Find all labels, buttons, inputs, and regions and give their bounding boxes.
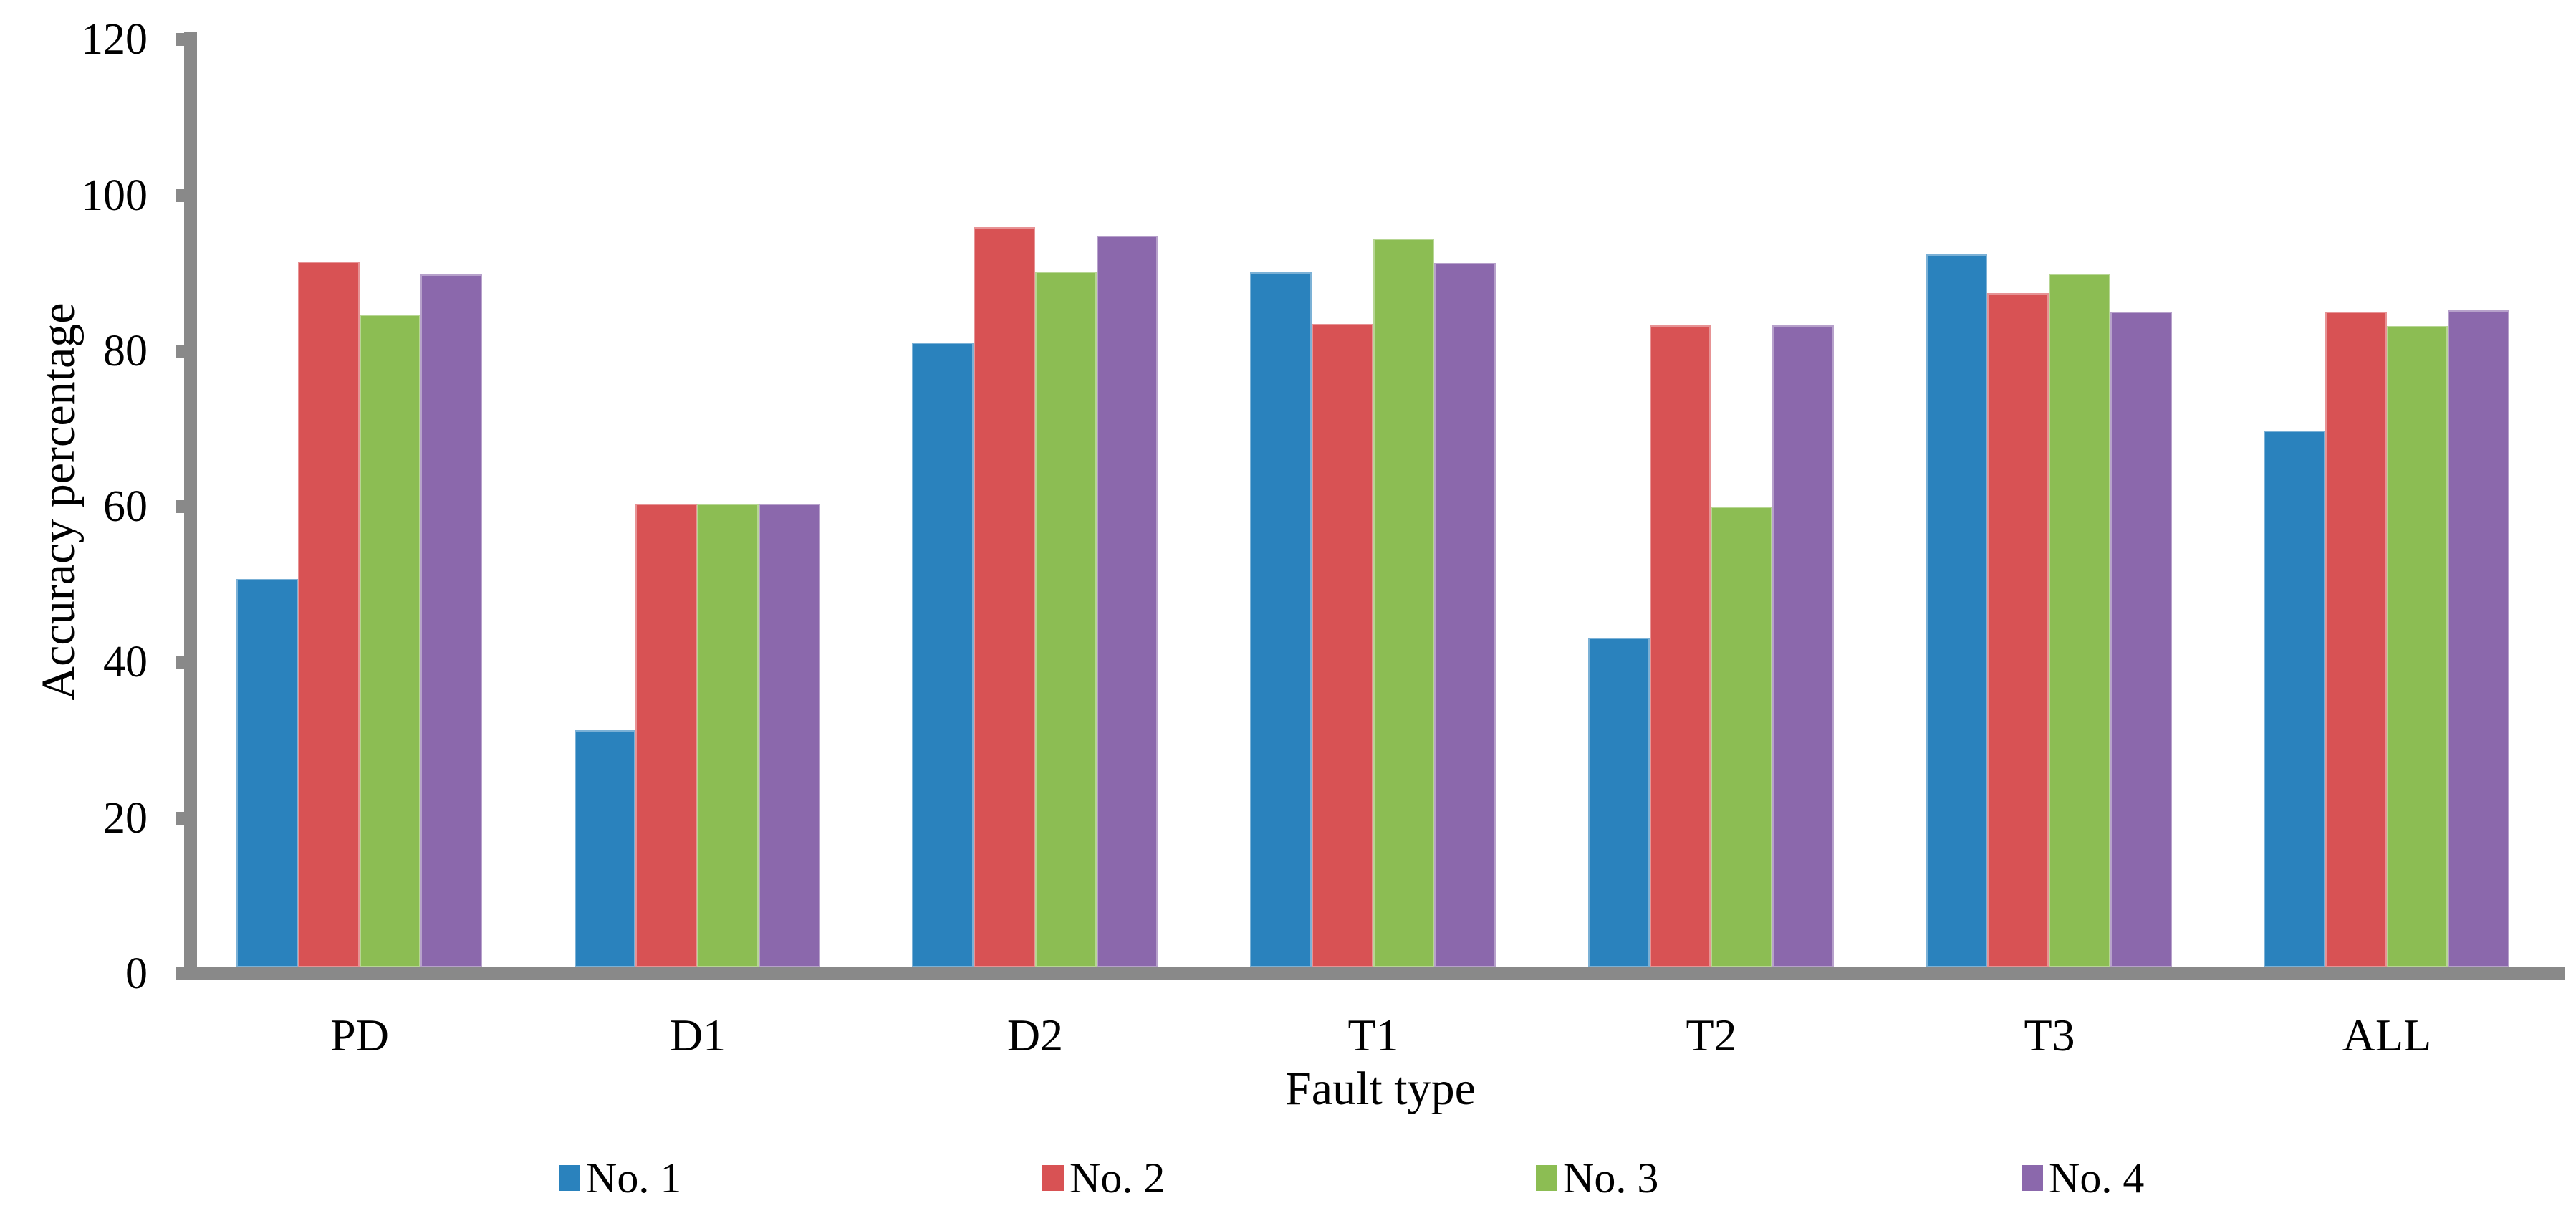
bar-T2-No-3 (1711, 507, 1772, 967)
x-axis-line (176, 967, 2565, 980)
legend-label: No. 4 (2049, 1154, 2145, 1202)
y-tick-label-60: 60 (103, 482, 148, 531)
bar-T1-No-3 (1373, 239, 1434, 967)
bar-T3-No-1 (1926, 254, 1987, 967)
legend-item-No-4: No. 4 (2022, 1154, 2145, 1202)
x-category-label-PD: PD (330, 1010, 389, 1060)
bar-ALL-No-4 (2448, 310, 2509, 967)
legend-label: No. 2 (1070, 1154, 1166, 1202)
y-tick-mark-40 (176, 656, 197, 669)
x-category-label-D2: D2 (1006, 1010, 1064, 1060)
y-tick-label-0: 0 (125, 949, 148, 998)
legend-item-No-3: No. 3 (1536, 1154, 1659, 1202)
legend-swatch-icon (1042, 1165, 1064, 1191)
y-tick-label-100: 100 (81, 171, 148, 220)
bar-ALL-No-3 (2387, 326, 2448, 967)
y-tick-label-40: 40 (103, 638, 148, 686)
bar-D2-No-3 (1035, 272, 1097, 967)
x-category-label-D1: D1 (669, 1010, 726, 1060)
legend-swatch-icon (559, 1165, 580, 1191)
bar-T2-No-2 (1650, 325, 1711, 967)
bar-T2-No-1 (1588, 638, 1650, 967)
y-tick-label-120: 120 (81, 15, 148, 64)
bar-T1-No-2 (1312, 324, 1373, 967)
bar-D1-No-1 (575, 730, 635, 967)
x-category-label-T2: T2 (1686, 1010, 1737, 1060)
x-category-label-ALL: ALL (2342, 1010, 2432, 1060)
legend-swatch-icon (2022, 1165, 2043, 1191)
bar-PD-No-3 (360, 315, 420, 967)
bar-ALL-No-1 (2264, 431, 2325, 967)
legend-label: No. 1 (586, 1154, 682, 1202)
bar-PD-No-4 (420, 274, 482, 967)
y-tick-mark-60 (176, 500, 197, 513)
bar-T1-No-1 (1250, 272, 1312, 967)
y-tick-label-80: 80 (103, 327, 148, 375)
bar-PD-No-2 (298, 262, 360, 967)
bar-D1-No-3 (697, 504, 759, 967)
legend-item-No-2: No. 2 (1042, 1154, 1166, 1202)
bar-T3-No-3 (2049, 274, 2110, 967)
bar-PD-No-1 (236, 579, 298, 967)
bar-T3-No-4 (2110, 312, 2172, 967)
y-tick-mark-80 (176, 345, 197, 358)
bar-T2-No-4 (1772, 325, 1834, 967)
bar-D2-No-4 (1097, 236, 1158, 967)
bar-D2-No-2 (974, 227, 1035, 967)
x-category-label-T1: T1 (1347, 1010, 1399, 1060)
y-tick-label-20: 20 (103, 794, 148, 843)
y-tick-mark-120 (176, 33, 197, 46)
legend-item-No-1: No. 1 (559, 1154, 682, 1202)
y-tick-mark-0 (176, 967, 197, 980)
legend-label: No. 3 (1563, 1154, 1659, 1202)
bar-D1-No-2 (635, 504, 697, 967)
bar-T1-No-4 (1434, 263, 1496, 967)
x-axis-title: Fault type (1285, 1063, 1476, 1115)
bar-T3-No-2 (1987, 293, 2049, 967)
legend-swatch-icon (1536, 1165, 1557, 1191)
bar-D2-No-1 (912, 343, 974, 967)
bar-ALL-No-2 (2325, 312, 2387, 967)
y-tick-mark-20 (176, 812, 197, 825)
y-tick-mark-100 (176, 189, 197, 202)
x-category-label-T3: T3 (2024, 1010, 2075, 1060)
bar-D1-No-4 (759, 504, 820, 967)
